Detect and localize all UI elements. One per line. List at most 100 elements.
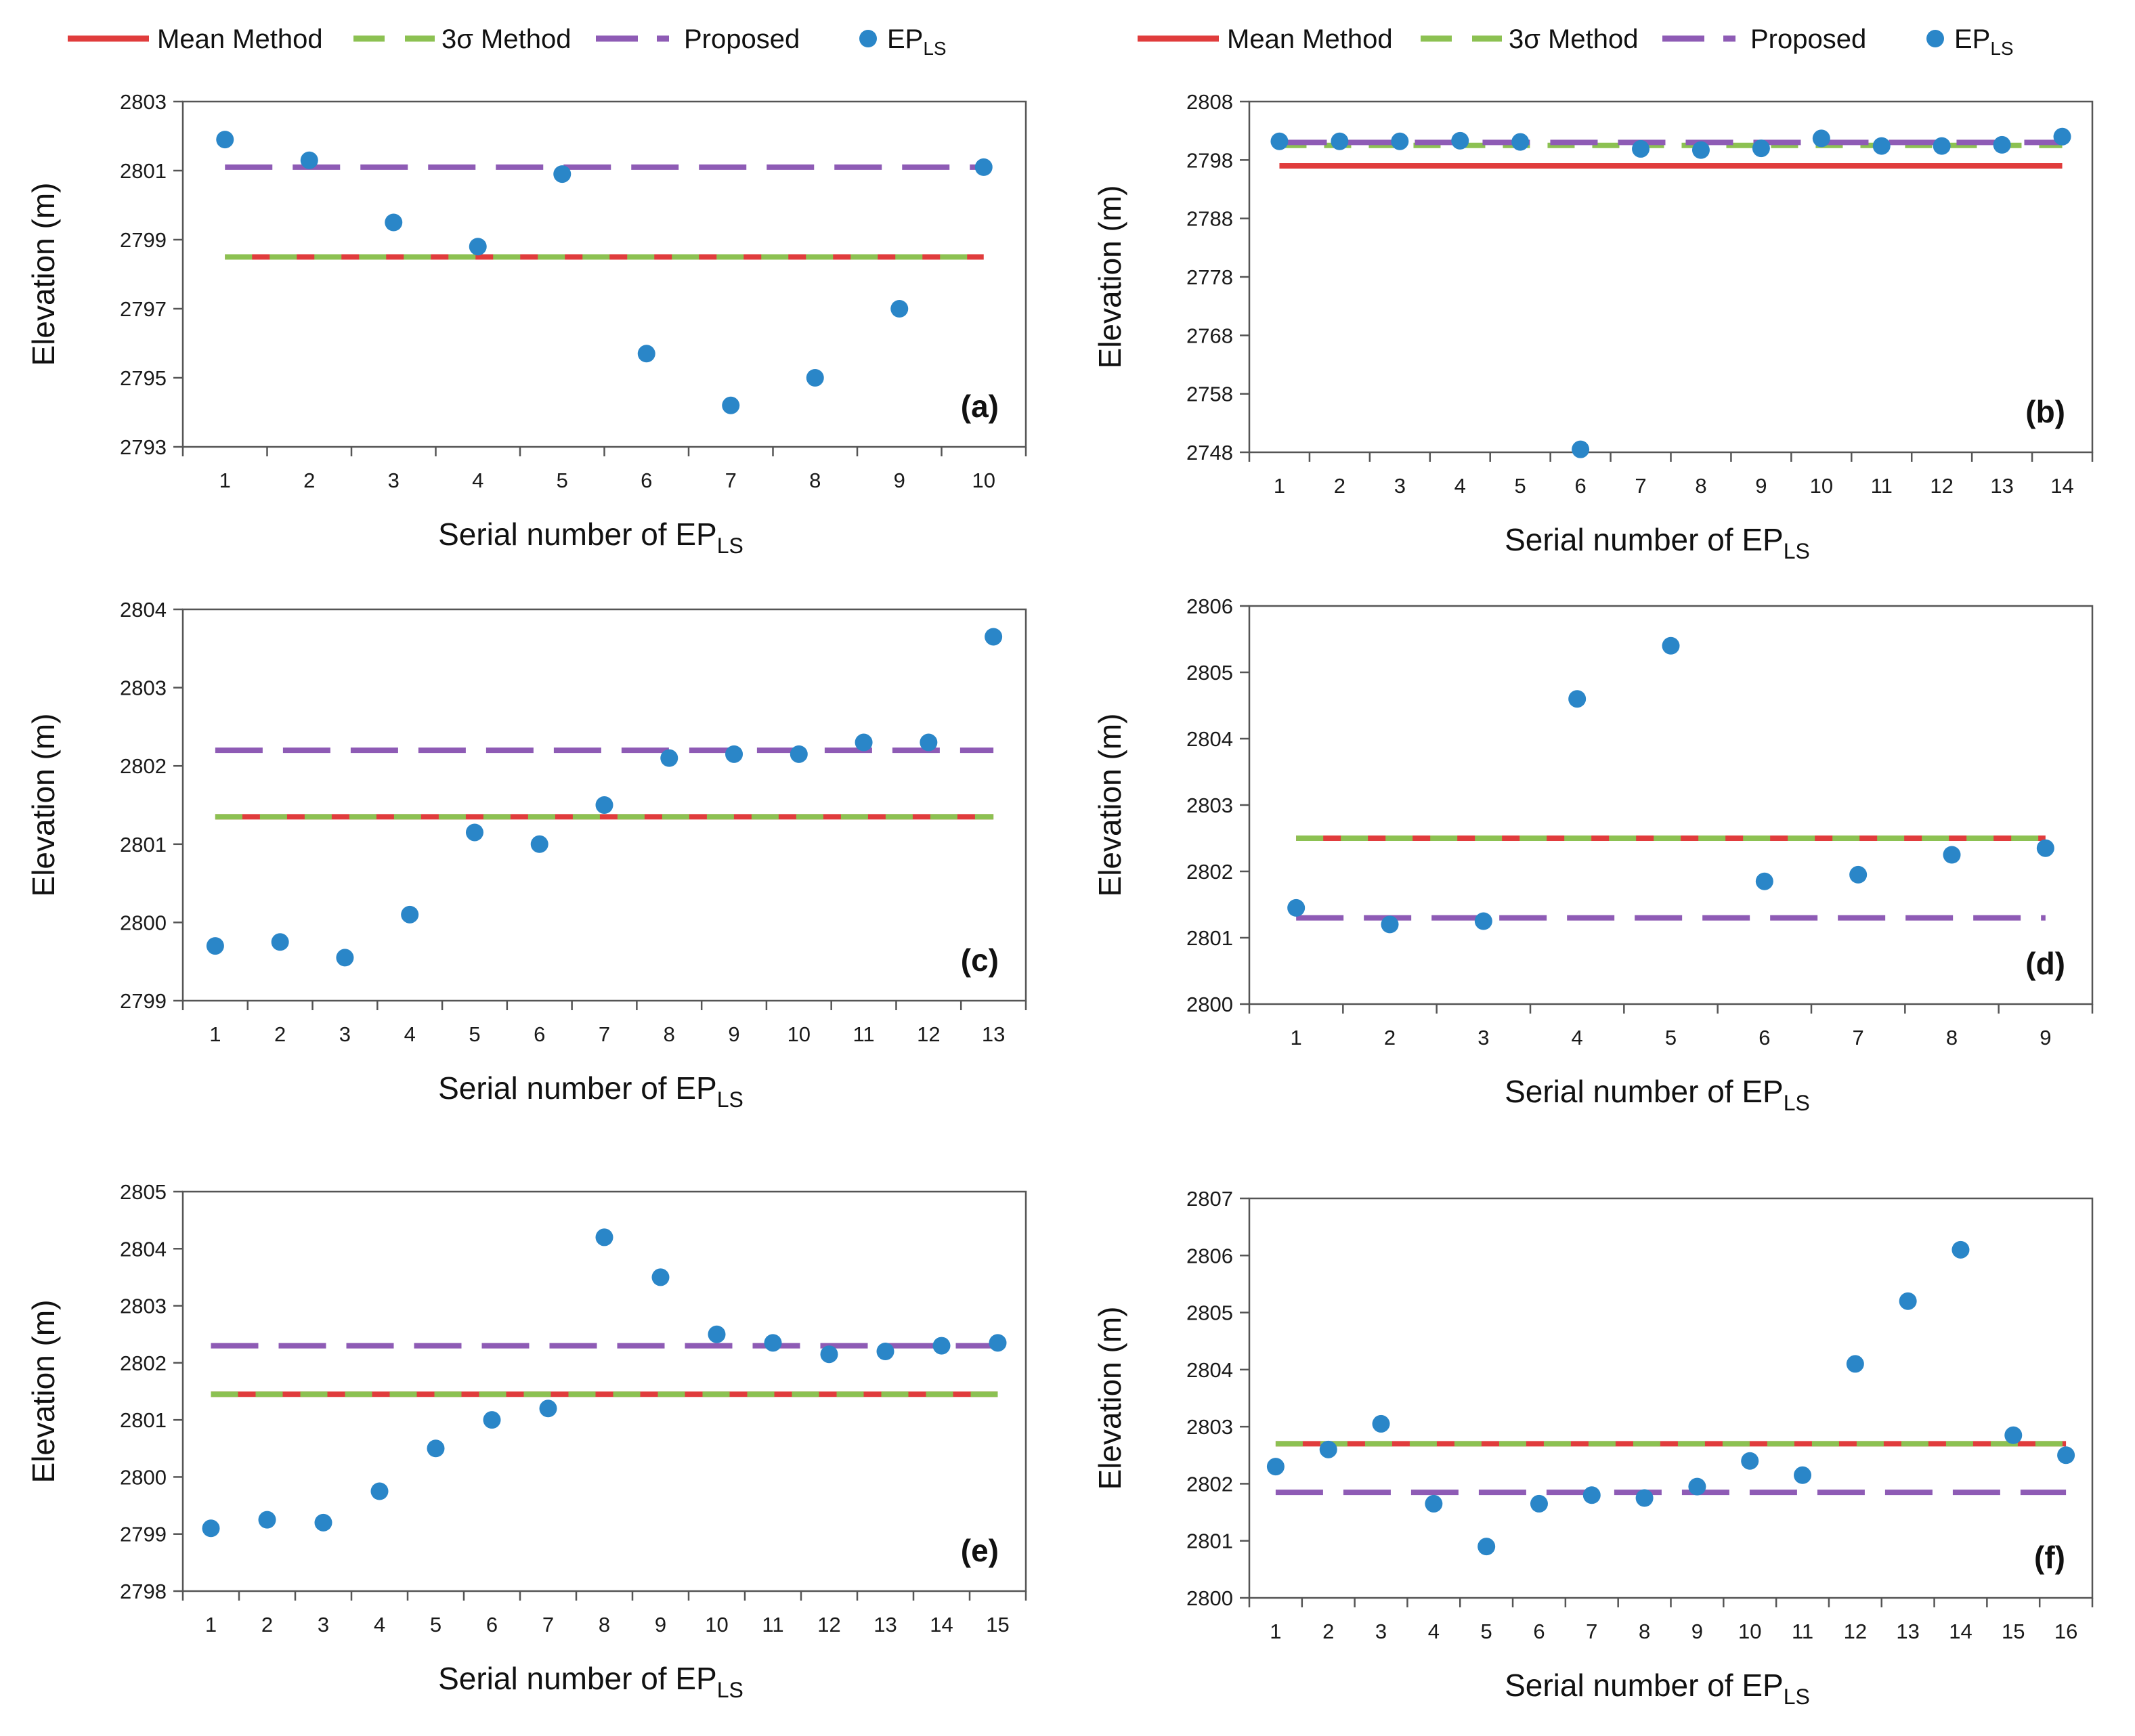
ep-ls-point (1319, 1440, 1337, 1458)
x-tick-label: 9 (655, 1613, 666, 1636)
y-axis-label: Elevation (m) (1092, 186, 1127, 369)
y-tick-label: 2802 (120, 1351, 167, 1375)
ep-ls-point (989, 1334, 1007, 1352)
ep-ls-point (401, 905, 419, 924)
legend-right: Mean Method 3σ Method Proposed EPLS (1138, 24, 2014, 59)
ep-ls-point (1688, 1477, 1706, 1496)
x-tick-label: 5 (1481, 1620, 1492, 1643)
y-tick-label: 2793 (120, 435, 167, 459)
y-tick-label: 2801 (120, 159, 167, 183)
y-tick-label: 2801 (120, 1408, 167, 1432)
ep-ls-point (465, 823, 483, 842)
ep-ls-point (1812, 129, 1830, 148)
legend-ep-text: EP (887, 24, 923, 54)
x-tick-label: 12 (917, 1022, 940, 1046)
x-axis-label-text: Serial number of EP (438, 1661, 717, 1696)
ep-ls-point (855, 733, 873, 752)
x-tick-label: 7 (1635, 474, 1646, 498)
x-axis-label: Serial number of EPLS (438, 517, 743, 558)
y-tick-label: 2808 (1186, 90, 1233, 114)
x-tick-label: 11 (853, 1022, 874, 1046)
x-tick-label: 6 (641, 469, 652, 492)
ep-ls-point (708, 1325, 726, 1343)
ep-ls-point (651, 1268, 670, 1286)
x-tick-label: 3 (388, 469, 400, 492)
ep-ls-point (206, 937, 224, 955)
x-tick-label: 14 (1949, 1620, 1972, 1643)
x-tick-label: 7 (542, 1613, 554, 1636)
ep-ls-point (1755, 872, 1773, 890)
x-tick-label: 5 (469, 1022, 480, 1046)
legend-sigma-label: 3σ Method (1509, 24, 1638, 54)
ep-ls-point (2004, 1426, 2023, 1444)
x-tick-label: 4 (1572, 1026, 1583, 1049)
x-tick-label: 13 (1896, 1620, 1919, 1643)
y-axis-label: Elevation (m) (1092, 714, 1127, 897)
x-tick-label: 12 (817, 1613, 840, 1636)
ep-ls-point (483, 1411, 501, 1429)
y-tick-label: 2797 (120, 297, 167, 321)
ep-ls-point (1741, 1452, 1759, 1470)
x-tick-label: 10 (972, 469, 995, 492)
x-tick-label: 6 (1574, 474, 1586, 498)
y-tick-label: 2807 (1186, 1187, 1233, 1211)
y-axis-label: Elevation (m) (26, 183, 61, 366)
x-tick-label: 13 (874, 1613, 897, 1636)
y-tick-label: 2802 (1186, 1472, 1233, 1496)
x-axis-label-subscript: LS (1784, 1091, 1810, 1115)
x-axis-label-text: Serial number of EP (1505, 522, 1784, 557)
ep-ls-point (637, 345, 655, 363)
x-axis-label-text: Serial number of EP (438, 1070, 717, 1106)
x-tick-label: 9 (2040, 1026, 2051, 1049)
x-tick-label: 1 (1270, 1620, 1281, 1643)
ep-ls-point (1331, 132, 1349, 150)
y-axis-label: Elevation (m) (1092, 1307, 1127, 1490)
x-tick-label: 1 (209, 1022, 221, 1046)
y-axis-label: Elevation (m) (26, 714, 61, 897)
panel-tag: (b) (2025, 394, 2065, 429)
x-axis-label: Serial number of EPLS (1505, 522, 1810, 563)
chart-panel: 2793 2795 2797 2799 2801 2803 1 2 3 4 5 6 7 8 9 10 (a) El… (26, 90, 1027, 558)
x-axis-label-subscript: LS (1784, 1685, 1810, 1709)
y-tick-label: 2799 (120, 228, 167, 252)
x-axis-label-text: Serial number of EP (1505, 1668, 1784, 1703)
x-tick-label: 15 (2002, 1620, 2025, 1643)
y-tick-label: 2801 (1186, 926, 1233, 950)
ep-ls-point (258, 1511, 276, 1529)
x-tick-label: 12 (1930, 474, 1953, 498)
y-tick-label: 2768 (1186, 324, 1233, 347)
ep-ls-point (2036, 839, 2054, 857)
y-tick-label: 2803 (120, 676, 167, 700)
x-tick-label: 3 (1394, 474, 1406, 498)
ep-ls-point (271, 933, 289, 951)
ep-ls-point (890, 300, 909, 318)
ep-ls-point (1582, 1486, 1601, 1504)
ep-ls-point (1474, 912, 1492, 930)
x-tick-label: 1 (1274, 474, 1285, 498)
x-tick-label: 1 (205, 1613, 217, 1636)
ep-ls-point (1993, 135, 2011, 154)
ep-ls-point (1478, 1538, 1496, 1556)
x-axis-label-subscript: LS (717, 1678, 743, 1702)
y-tick-label: 2806 (1186, 1244, 1233, 1267)
y-tick-label: 2803 (1186, 794, 1233, 817)
ep-ls-point (876, 1343, 894, 1360)
x-tick-label: 2 (1322, 1620, 1334, 1643)
legend-mean-label: Mean Method (1227, 24, 1393, 54)
y-tick-label: 2798 (120, 1580, 167, 1603)
legend-mean-label: Mean Method (157, 24, 323, 54)
x-tick-label: 3 (318, 1613, 329, 1636)
y-tick-label: 2800 (1186, 993, 1233, 1016)
x-tick-label: 5 (557, 469, 568, 492)
y-tick-label: 2802 (1186, 860, 1233, 884)
y-tick-label: 2800 (120, 911, 167, 934)
ep-ls-point (1752, 139, 1770, 158)
x-tick-label: 7 (1853, 1026, 1864, 1049)
y-tick-label: 2799 (120, 1523, 167, 1546)
ep-ls-point (974, 158, 993, 176)
y-tick-label: 2805 (1186, 661, 1233, 685)
legend-ep-label: EPLS (887, 24, 947, 59)
panel-tag: (e) (961, 1533, 999, 1568)
y-tick-label: 2800 (1186, 1586, 1233, 1610)
